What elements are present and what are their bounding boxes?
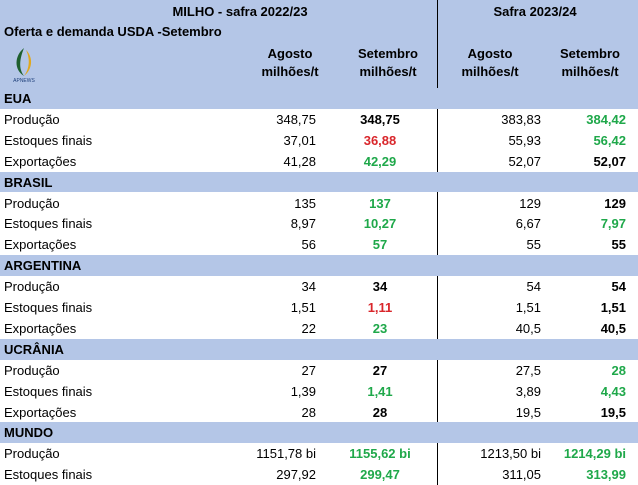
cell-value: 383,83 xyxy=(501,111,541,127)
cell-value: 34 xyxy=(372,279,388,295)
title-left: MILHO - safra 2022/23 xyxy=(172,4,308,19)
cell-value: 3,89 xyxy=(515,383,541,399)
cell-value: 36,88 xyxy=(363,132,397,148)
cell-value: 1,41 xyxy=(367,383,393,399)
cell-value: 28 xyxy=(611,362,626,378)
column-header: milhões/t xyxy=(461,64,519,79)
cell-value: 299,47 xyxy=(360,467,400,483)
cell-value: 28 xyxy=(301,404,316,420)
cell-value: 19,5 xyxy=(600,404,626,420)
logo-text: APNEWS xyxy=(13,78,35,84)
title-right: Safra 2023/24 xyxy=(493,4,577,19)
cell-value: 1,39 xyxy=(290,383,316,399)
cell-value: 56 xyxy=(301,237,316,253)
cell-value: 27 xyxy=(301,362,316,378)
row-label: Exportações xyxy=(4,153,77,169)
cell-value: 1,51 xyxy=(290,300,316,315)
section-band xyxy=(0,338,638,360)
cell-value: 27,5 xyxy=(515,362,541,378)
cell-value: 1,51 xyxy=(600,300,626,315)
row-label: Exportações xyxy=(4,237,77,253)
cell-value: 1214,29 bi xyxy=(563,446,626,462)
cell-value: 37,01 xyxy=(283,132,316,148)
row-label: Estoques finais xyxy=(4,216,93,232)
cell-value: 313,99 xyxy=(586,467,626,483)
column-header: Setembro xyxy=(560,46,620,61)
section-band xyxy=(0,422,638,444)
cell-value: 41,28 xyxy=(283,153,316,169)
logo: APNEWS xyxy=(13,48,35,84)
cell-value: 40,5 xyxy=(600,320,626,336)
cell-value: 22 xyxy=(301,320,316,336)
row-label: Produção xyxy=(4,195,60,211)
cell-value: 348,75 xyxy=(360,111,400,127)
cell-value: 23 xyxy=(372,320,388,336)
cell-value: 1151,78 bi xyxy=(256,446,316,462)
cell-value: 4,43 xyxy=(600,383,626,399)
cell-value: 52,07 xyxy=(593,153,626,169)
row-label: Exportações xyxy=(4,404,77,420)
divider xyxy=(437,0,438,485)
cell-value: 311,05 xyxy=(502,467,541,483)
section-band xyxy=(0,171,638,193)
section-band xyxy=(0,88,638,109)
section-name: UCRÂNIA xyxy=(4,341,64,357)
row-label: Produção xyxy=(4,279,60,295)
cell-value: 1213,50 bi xyxy=(480,446,541,462)
cell-value: 384,42 xyxy=(586,111,626,127)
row-label: Estoques finais xyxy=(4,300,93,315)
section-name: BRASIL xyxy=(4,174,53,190)
cell-value: 1,11 xyxy=(367,300,393,315)
row-label: Estoques finais xyxy=(4,383,93,399)
cell-value: 1,51 xyxy=(515,300,541,315)
column-header: Setembro xyxy=(358,46,418,61)
row-label: Estoques finais xyxy=(4,467,93,483)
section-name: MUNDO xyxy=(4,425,54,441)
cell-value: 27 xyxy=(372,362,388,378)
header-band xyxy=(0,0,638,88)
cell-value: 28 xyxy=(372,404,388,420)
cell-value: 40,5 xyxy=(515,320,541,336)
column-header: milhões/t xyxy=(561,64,619,79)
cell-value: 1155,62 bi xyxy=(349,446,411,462)
section-band xyxy=(0,255,638,277)
cell-value: 8,97 xyxy=(290,216,316,232)
cell-value: 34 xyxy=(301,279,316,295)
row-label: Exportações xyxy=(4,320,77,336)
row-label: Produção xyxy=(4,446,60,462)
row-label: Produção xyxy=(4,362,60,378)
cell-value: 297,92 xyxy=(276,467,316,483)
cell-value: 129 xyxy=(519,195,541,211)
cell-value: 54 xyxy=(611,279,626,295)
cell-value: 348,75 xyxy=(276,111,316,127)
cell-value: 55 xyxy=(526,237,541,253)
row-label: Produção xyxy=(4,111,60,127)
cell-value: 42,29 xyxy=(363,153,397,169)
cell-value: 55 xyxy=(611,237,626,253)
column-header: Agosto xyxy=(467,46,513,61)
column-header: milhões/t xyxy=(261,64,319,79)
cell-value: 52,07 xyxy=(508,153,541,169)
row-label: Estoques finais xyxy=(4,132,93,148)
cell-value: 56,42 xyxy=(593,132,626,148)
cell-value: 55,93 xyxy=(508,132,541,148)
cell-value: 6,67 xyxy=(515,216,541,232)
column-header: milhões/t xyxy=(359,64,417,79)
cell-value: 54 xyxy=(526,279,541,295)
cell-value: 137 xyxy=(369,195,391,211)
section-name: EUA xyxy=(4,91,32,106)
cell-value: 10,27 xyxy=(363,216,397,232)
cell-value: 7,97 xyxy=(600,216,626,232)
cell-value: 57 xyxy=(372,237,388,253)
section-name: ARGENTINA xyxy=(4,258,82,274)
cell-value: 135 xyxy=(294,195,316,211)
subtitle: Oferta e demanda USDA -Setembro xyxy=(4,24,222,39)
column-header: Agosto xyxy=(267,46,313,61)
cell-value: 19,5 xyxy=(515,404,541,420)
cell-value: 129 xyxy=(604,195,626,211)
